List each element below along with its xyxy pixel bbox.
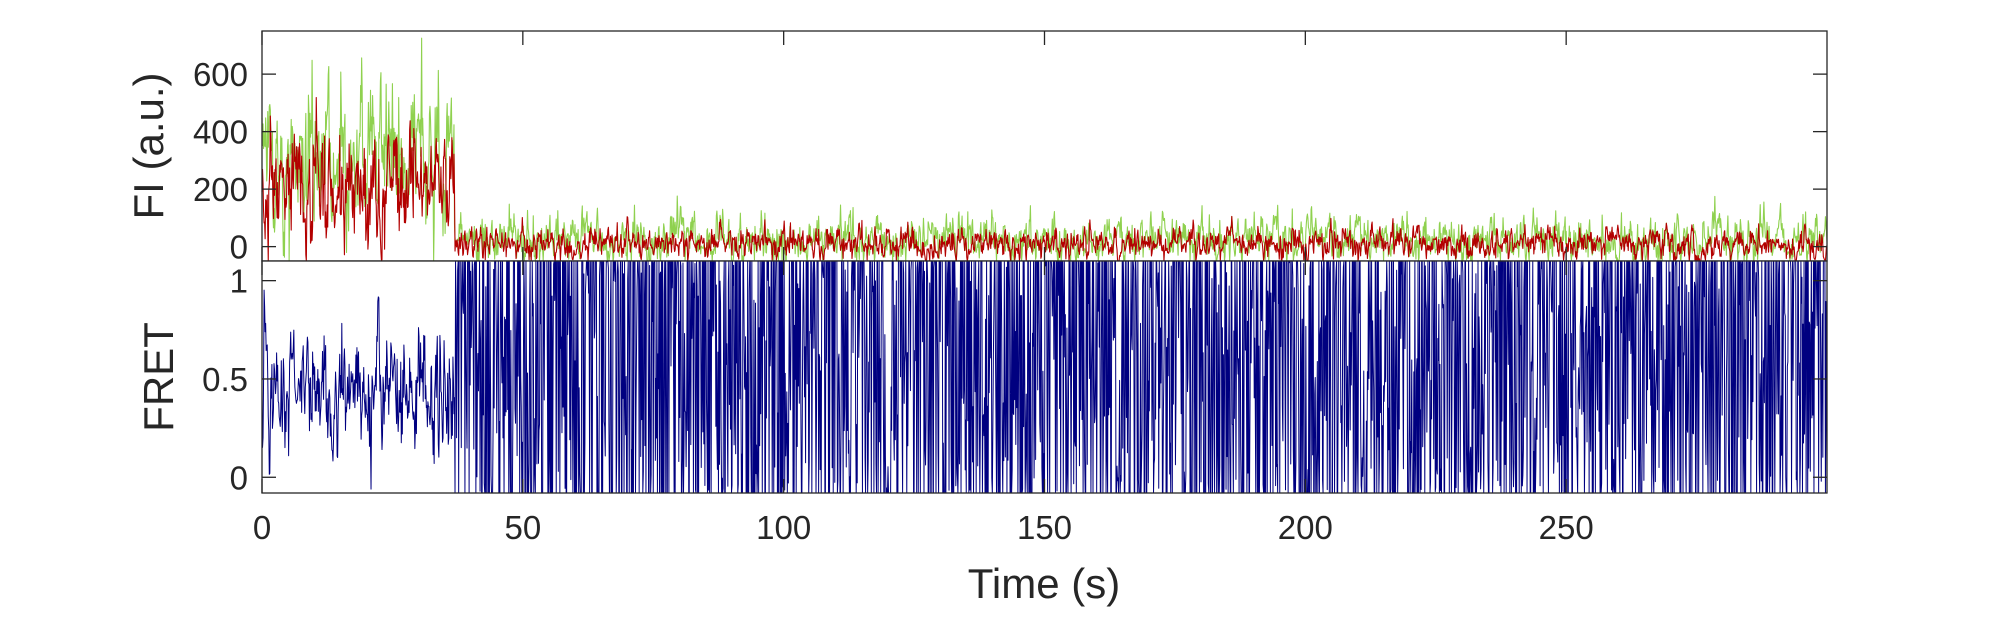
y-tick-label: 600 [193,56,248,93]
x-tick-label: 150 [1017,509,1072,546]
y-tick-label: 400 [193,114,248,151]
y-tick-label: 200 [193,171,248,208]
intensity-y-ticks: 0 200 400 600 [193,31,1827,266]
x-tick-label: 200 [1278,509,1333,546]
x-tick-label: 0 [253,509,271,546]
intensity-y-axis-label: FI (a.u.) [125,72,172,219]
y-tick-label: 1 [230,263,248,300]
y-tick-label: 0 [230,229,248,266]
intensity-panel: 0 200 400 600 FI (a.u.) [125,30,1828,266]
fret-y-axis-label: FRET [135,322,182,432]
intensity-plot-background [262,31,1827,261]
x-tick-label: 50 [504,509,541,546]
x-tick-label: 250 [1539,509,1594,546]
time-x-axis-label: Time (s) [968,560,1120,607]
fret-y-ticks: 00.51 [202,263,1827,496]
y-tick-label: 0.5 [202,361,248,398]
time-x-ticks: 0 50 100 150 200 250 [253,261,1594,546]
x-tick-label: 100 [756,509,811,546]
y-tick-label: 0 [230,459,248,496]
fret-panel: 00.51 0 50 100 150 200 250 FRET Time (s) [135,260,1828,607]
